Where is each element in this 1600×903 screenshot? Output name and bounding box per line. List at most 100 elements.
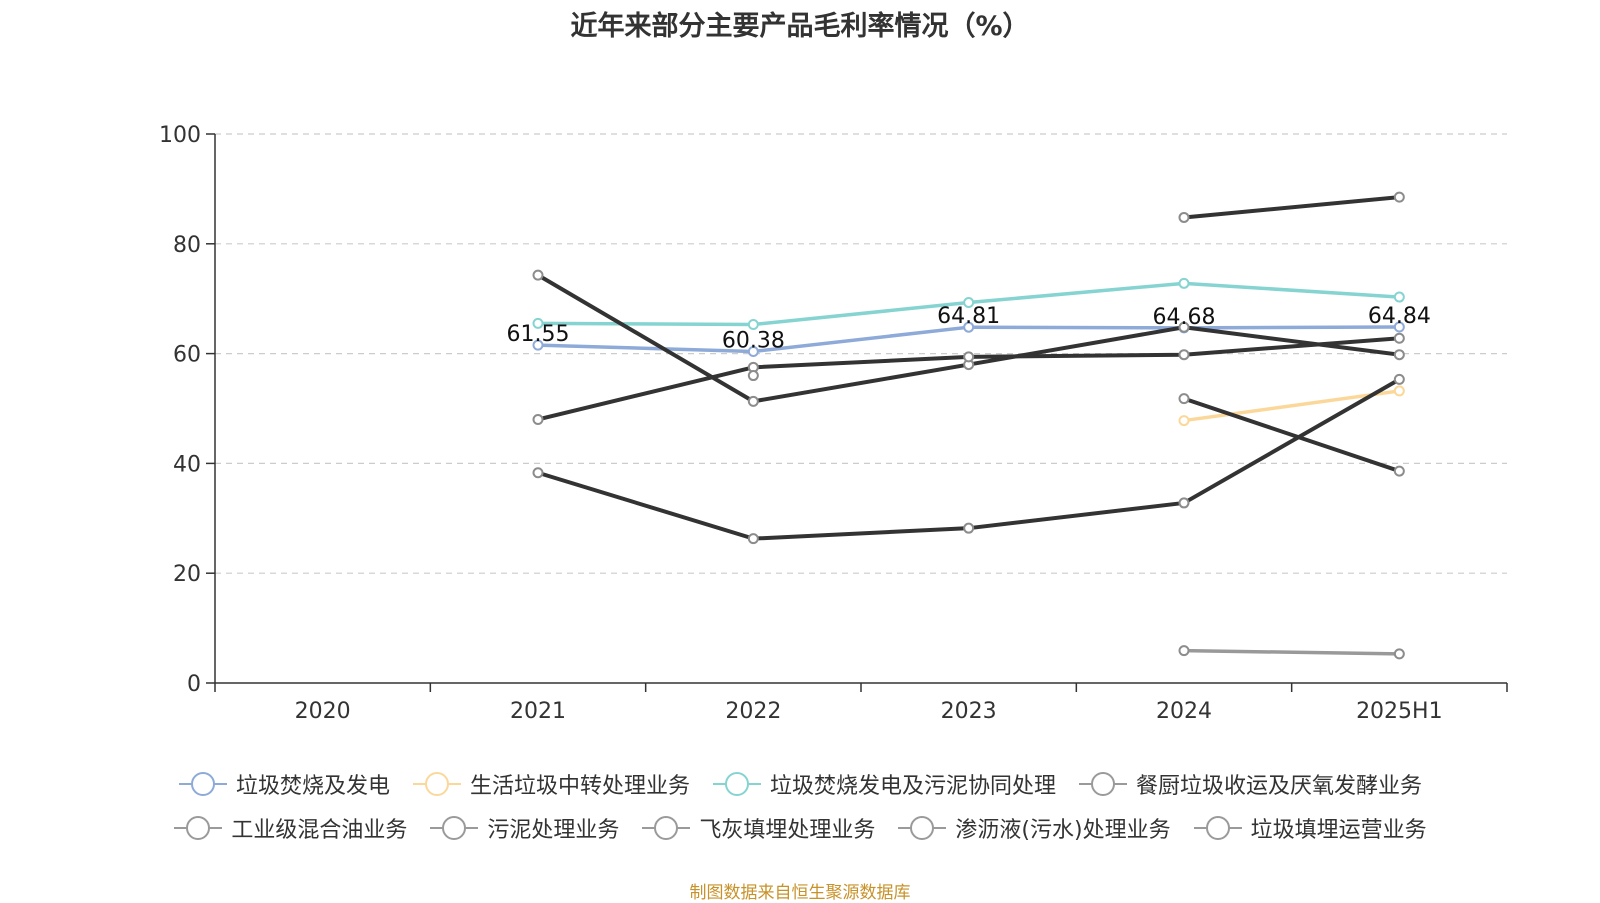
data-point (1393, 191, 1405, 203)
data-point (1178, 211, 1190, 223)
series-line (1182, 396, 1402, 474)
legend-label: 工业级混合油业务 (231, 818, 408, 843)
data-point (1178, 645, 1190, 657)
legend-label: 飞灰填埋处理业务 (699, 818, 876, 843)
series-3 (532, 269, 1405, 407)
data-label: 61.55 (507, 322, 570, 347)
data-point (1393, 321, 1405, 333)
series-line (1182, 195, 1402, 220)
data-point (532, 413, 544, 425)
legend-label: 污泥处理业务 (487, 818, 620, 843)
data-point (532, 339, 544, 351)
data-point (532, 317, 544, 329)
data-point (1393, 349, 1405, 361)
legend-circle (442, 816, 467, 840)
data-point (1393, 332, 1405, 344)
legend-circle (186, 816, 211, 840)
data-point (747, 533, 759, 545)
legend-circle (1205, 816, 1230, 840)
data-point (747, 319, 759, 331)
legend-label: 垃圾焚烧及发电 (235, 774, 390, 799)
legend-item[interactable]: 飞灰填埋处理业务 (641, 812, 875, 844)
data-label: 64.81 (937, 304, 1000, 329)
series-2 (532, 277, 1405, 331)
legend-item[interactable]: 垃圾焚烧及发电 (178, 768, 390, 800)
legend-item[interactable]: 工业级混合油业务 (173, 812, 407, 844)
legend-label: 餐厨垃圾收运及厌氧发酵业务 (1136, 774, 1423, 799)
data-point (747, 346, 759, 358)
series-line (1182, 648, 1402, 656)
series-layer (532, 191, 1405, 660)
legend-item[interactable]: 污泥处理业务 (429, 812, 619, 844)
legend-label: 垃圾焚烧发电及污泥协同处理 (770, 774, 1057, 799)
legend-item[interactable]: 垃圾焚烧发电及污泥协同处理 (712, 768, 1056, 800)
legend-circle (910, 816, 935, 840)
data-label: 60.38 (722, 329, 785, 354)
data-point (1393, 385, 1405, 397)
data-point (1393, 373, 1405, 385)
legend-marker-icon (178, 772, 227, 796)
series-5 (532, 373, 1405, 545)
data-point (963, 297, 975, 309)
data-point (1178, 393, 1190, 405)
series-1 (1178, 385, 1405, 427)
y-tick-label: 100 (159, 123, 201, 148)
data-point (747, 395, 759, 407)
data-point (1178, 497, 1190, 509)
legend-item[interactable]: 垃圾填埋运营业务 (1193, 812, 1427, 844)
data-point (963, 522, 975, 534)
data-point (1178, 277, 1190, 289)
chart-title: 近年来部分主要产品毛利率情况（%） (570, 11, 1030, 42)
data-point (1178, 321, 1190, 333)
legend-circle (1091, 772, 1116, 796)
y-tick-label: 0 (187, 672, 201, 697)
legend-label: 垃圾填埋运营业务 (1250, 818, 1427, 843)
legend-item[interactable]: 生活垃圾中转处理业务 (412, 768, 690, 800)
legend-marker-icon (642, 816, 691, 840)
series-line (536, 273, 1402, 404)
data-label-layer: 61.55 60.38 64.81 64.68 64.84 (507, 304, 1431, 353)
legend-marker-icon (1079, 772, 1128, 796)
source-note: 制图数据来自恒生聚源数据库 (689, 883, 911, 903)
legend-marker-icon (430, 816, 479, 840)
legend-circle (424, 772, 449, 796)
x-tick-label: 2024 (1156, 699, 1212, 724)
x-tick-label: 2025H1 (1356, 699, 1443, 724)
legend-label: 生活垃圾中转处理业务 (469, 774, 690, 799)
y-tick-label: 20 (173, 562, 201, 587)
legend-label: 渗沥液(污水)处理业务 (955, 818, 1171, 843)
y-tick-label: 60 (173, 343, 201, 368)
data-label: 64.68 (1153, 305, 1216, 330)
series-line (1182, 389, 1402, 423)
legend-circle (190, 772, 215, 796)
legend-marker-icon (898, 816, 947, 840)
x-tick-label: 2022 (725, 699, 781, 724)
series-7 (1178, 393, 1405, 477)
data-point (1393, 648, 1405, 660)
legend-row-2: 工业级混合油业务 污泥处理业务 飞灰填埋处理业务 渗沥液(污水)处理业务 垃圾填埋运营业… (0, 812, 1600, 844)
legend-circle (725, 772, 749, 796)
data-point (747, 370, 759, 382)
data-point (963, 321, 975, 333)
y-tick-label: 40 (173, 452, 201, 477)
series-8 (1178, 645, 1405, 660)
series-4 (1178, 191, 1405, 223)
grid-layer (215, 133, 1507, 574)
data-point (532, 467, 544, 479)
data-point (1393, 465, 1405, 477)
data-point (1178, 349, 1190, 361)
x-tick-label: 2023 (941, 699, 997, 724)
axis-layer: 0 20 40 60 80 100 2020 2021 2022 2023 2024 2025H1 (159, 123, 1508, 724)
legend-marker-icon (412, 772, 461, 796)
legend-marker-icon (174, 816, 223, 840)
data-point (1178, 415, 1190, 427)
series-6 (532, 332, 1405, 425)
legend-circle (654, 816, 679, 840)
legend-item[interactable]: 渗沥液(污水)处理业务 (897, 812, 1171, 844)
legend-marker-icon (1193, 816, 1242, 840)
data-point (532, 269, 544, 281)
x-tick-label: 2021 (510, 699, 566, 724)
data-point (963, 351, 975, 363)
legend-row-1: 垃圾焚烧及发电 生活垃圾中转处理业务 垃圾焚烧发电及污泥协同处理 餐厨垃圾收运及厌氧发… (0, 768, 1600, 800)
legend-item[interactable]: 餐厨垃圾收运及厌氧发酵业务 (1078, 768, 1422, 800)
